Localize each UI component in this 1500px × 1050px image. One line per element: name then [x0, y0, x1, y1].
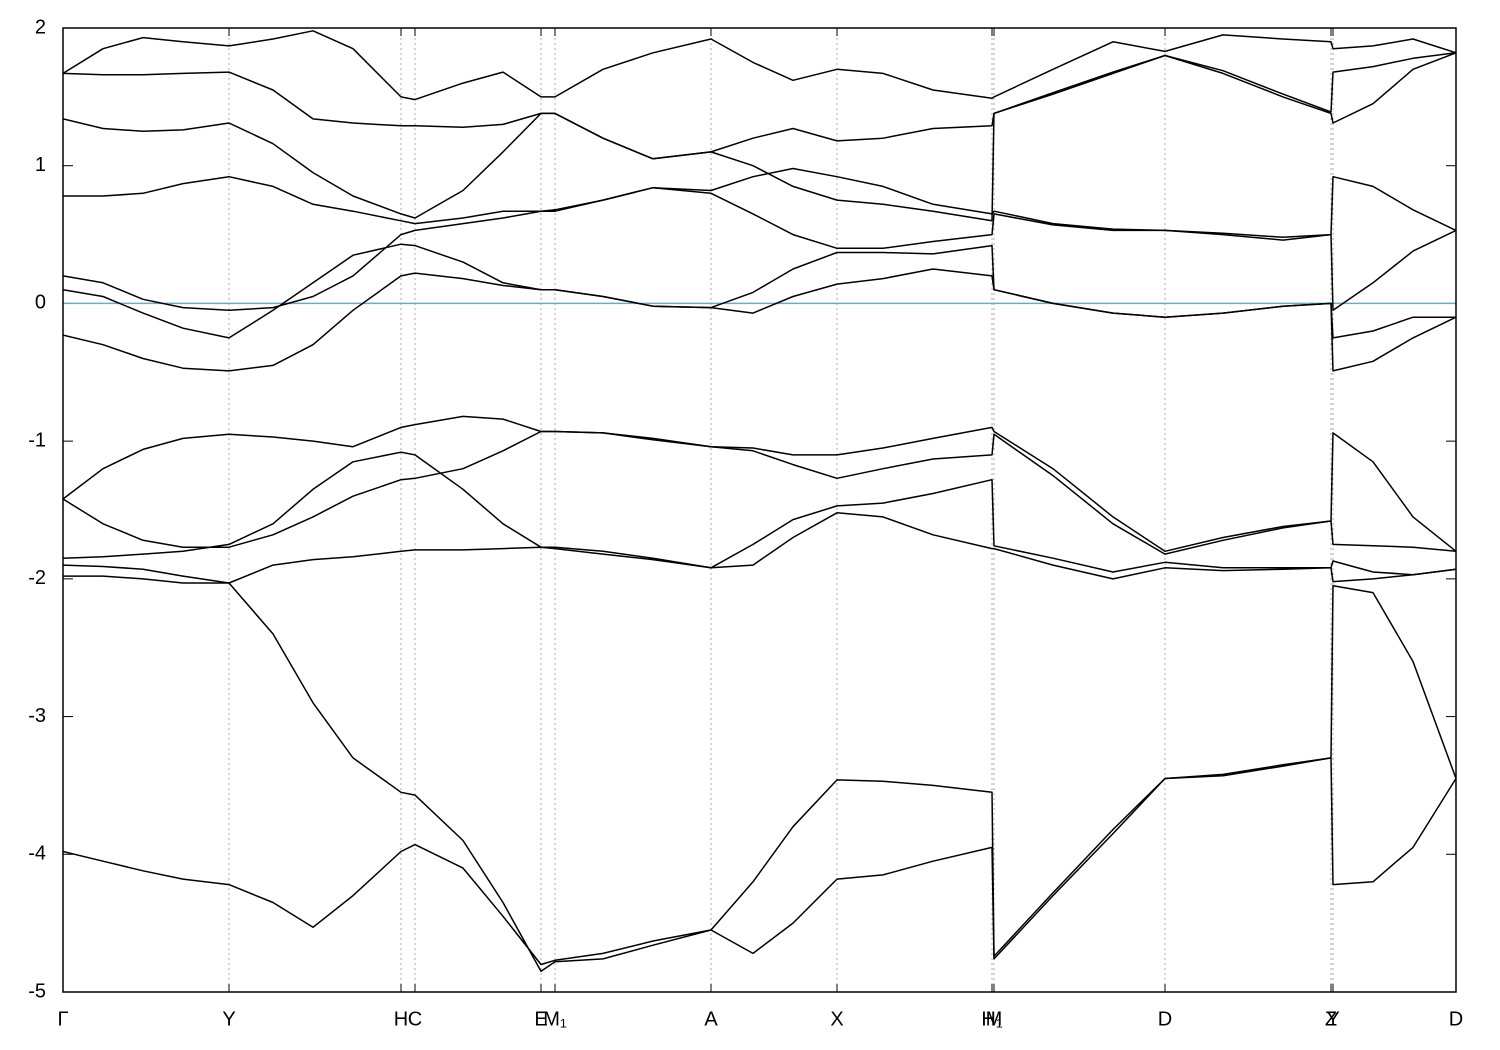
- x-tick-label: Y: [222, 1008, 235, 1030]
- x-tick-label: X: [830, 1008, 843, 1030]
- band-line: [63, 167, 1456, 239]
- x-tick-label: H: [394, 1008, 408, 1030]
- x-tick-label: Y: [1326, 1008, 1339, 1030]
- y-tick-label: 2: [35, 16, 46, 38]
- x-tick-label: D: [1158, 1008, 1172, 1030]
- y-tick-label: -4: [28, 843, 46, 865]
- band-line: [63, 52, 1456, 160]
- band-line: [63, 512, 1456, 584]
- y-tick-label: -1: [28, 429, 46, 451]
- band-line: [63, 575, 1456, 973]
- y-tick-label: -2: [28, 567, 46, 589]
- y-tick-label: 1: [35, 154, 46, 176]
- x-tick-label: E: [534, 1008, 547, 1030]
- band-line: [63, 268, 1456, 372]
- band-line: [63, 757, 1456, 966]
- y-tick-label: -3: [28, 705, 46, 727]
- y-tick-label: -5: [28, 980, 46, 1002]
- x-tick-label: A: [704, 1008, 718, 1030]
- band-line: [63, 52, 1456, 222]
- band-line: [63, 415, 1456, 555]
- x-tick-label: Z: [1325, 1008, 1337, 1030]
- band-line: [63, 243, 1456, 339]
- y-tick-label: 0: [35, 292, 46, 314]
- x-tick-label: C: [408, 1008, 422, 1030]
- x-tick-label: D: [1449, 1008, 1463, 1030]
- band-line: [63, 186, 1456, 312]
- band-line: [63, 30, 1456, 101]
- x-tick-label: M₁: [543, 1008, 567, 1030]
- band-line: [63, 426, 1456, 553]
- x-tick-label: M: [986, 1008, 1003, 1030]
- band-line: [63, 451, 1456, 576]
- x-tick-label: H₁: [981, 1008, 1002, 1030]
- plot-frame: [62, 27, 1457, 993]
- plot-area: [63, 30, 1456, 973]
- x-tick-label: Γ: [57, 1008, 68, 1030]
